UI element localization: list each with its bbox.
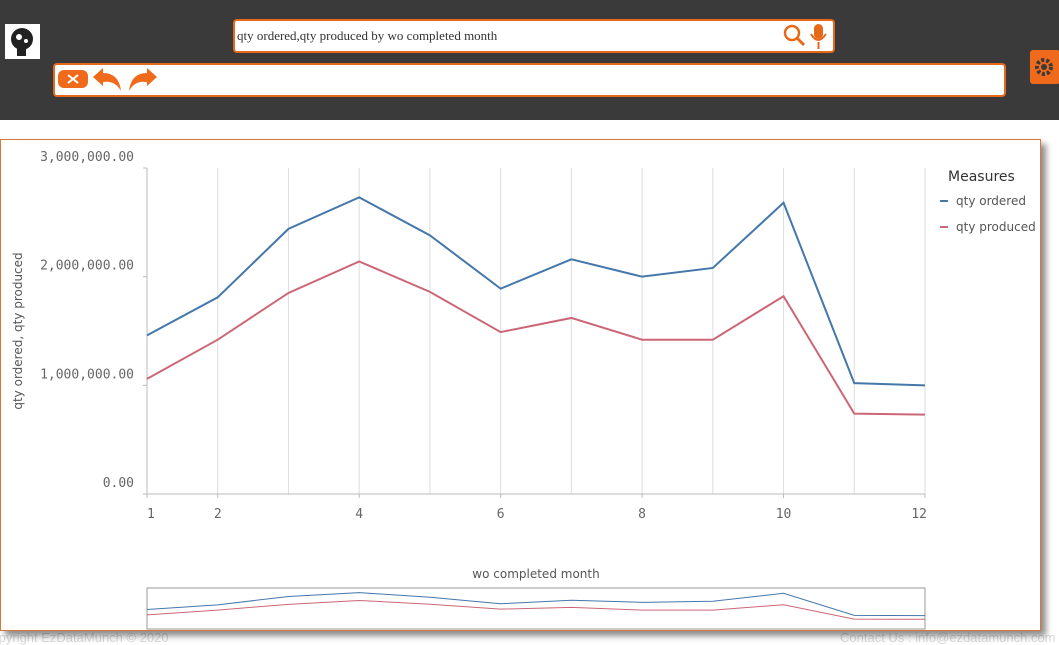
x-tick-label: 1: [147, 507, 155, 522]
legend-label: qty produced: [956, 220, 1036, 234]
navigator: [146, 587, 926, 630]
search-icons: [783, 24, 827, 49]
logo-icon: [11, 28, 33, 56]
y-axis-label: qty ordered, qty produced: [11, 252, 25, 409]
x-tick-label: 12: [911, 507, 927, 522]
x-tick-label: 2: [214, 507, 222, 522]
legend-label: qty ordered: [956, 194, 1026, 208]
settings-button[interactable]: [1030, 50, 1059, 84]
y-tick-label: 0.00: [103, 476, 134, 491]
search-icon[interactable]: [783, 24, 801, 42]
y-tick-label: 2,000,000.00: [40, 259, 134, 274]
legend-title: Measures: [948, 169, 1015, 185]
navigator-line: [146, 599, 926, 620]
x-tick-label: 8: [638, 507, 646, 522]
search-text: qty ordered,qty produced by wo completed…: [237, 28, 498, 43]
mic-icon[interactable]: [814, 24, 823, 39]
x-tick-label: 4: [355, 507, 363, 522]
redo-button[interactable]: [129, 68, 157, 91]
x-axis-label: wo completed month: [472, 567, 599, 581]
series-line: [146, 260, 926, 416]
x-tick-label: 6: [497, 507, 505, 522]
navigator-line: [146, 592, 926, 617]
toolbar-icons: [58, 68, 157, 91]
chart-panel: [0, 139, 1041, 631]
y-tick-label: 1,000,000.00: [40, 367, 134, 382]
undo-button[interactable]: [93, 68, 121, 91]
logo[interactable]: [5, 24, 40, 59]
series-line: [146, 196, 926, 387]
y-tick-label: 3,000,000.00: [40, 150, 134, 165]
x-tick-label: 10: [776, 507, 792, 522]
copyright: Copyright EzDataMunch © 2020: [0, 630, 169, 645]
selection-bar: [53, 63, 1006, 97]
search-box[interactable]: qty ordered,qty produced by wo completed…: [233, 19, 835, 53]
contact: Contact Us : info@ezdatamunch.com: [840, 630, 1056, 645]
gear-icon: [1035, 58, 1053, 76]
top-bar: qty ordered,qty produced by wo completed…: [0, 0, 1059, 120]
